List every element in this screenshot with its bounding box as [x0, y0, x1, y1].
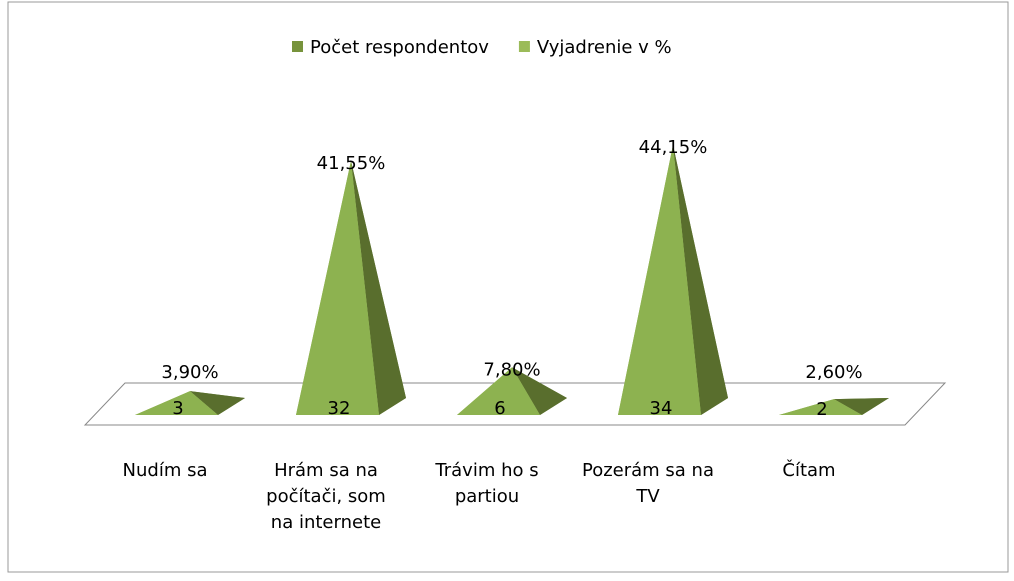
legend-swatch: [518, 41, 530, 52]
x-tick-label: Pozerám sa na TV: [582, 460, 714, 507]
value-label: 32: [328, 398, 351, 419]
pyramid-side: [351, 160, 406, 415]
value-label: 34: [650, 398, 673, 419]
pyramid: [296, 160, 406, 415]
x-tick-label: Nudím sa: [123, 460, 208, 481]
value-label: 3,90%: [161, 362, 218, 383]
pyramid-side: [673, 144, 728, 415]
pyramid-front: [296, 160, 379, 415]
pyramid: [779, 398, 889, 415]
value-label: 2,60%: [805, 362, 862, 383]
value-label: 7,80%: [483, 359, 540, 380]
pyramid: [618, 144, 728, 415]
pyramid: [135, 391, 245, 415]
value-label: 2: [816, 399, 827, 420]
legend-label: Počet respondentov: [310, 37, 489, 58]
pyramid-front: [779, 399, 862, 415]
chart-frame: [7, 1, 1009, 573]
value-label: 6: [494, 398, 505, 419]
value-label: 44,15%: [639, 137, 708, 158]
pyramid-front: [135, 391, 218, 415]
legend-swatch: [292, 41, 303, 52]
legend-label: Vyjadrenie v %: [537, 37, 672, 58]
pyramid-front: [618, 144, 701, 415]
pyramid-side: [512, 367, 567, 415]
pyramid-side: [190, 391, 245, 415]
x-tick-label: Hrám sa na počítači, som na internete: [266, 460, 386, 533]
x-tick-label: Trávim ho s partiou: [434, 460, 538, 507]
value-label: 41,55%: [317, 153, 386, 174]
pyramid: [457, 367, 567, 415]
x-tick-label: Čítam: [782, 459, 835, 481]
pyramid-side: [834, 398, 889, 415]
value-label: 3: [172, 398, 183, 419]
pyramid-front: [457, 367, 540, 415]
